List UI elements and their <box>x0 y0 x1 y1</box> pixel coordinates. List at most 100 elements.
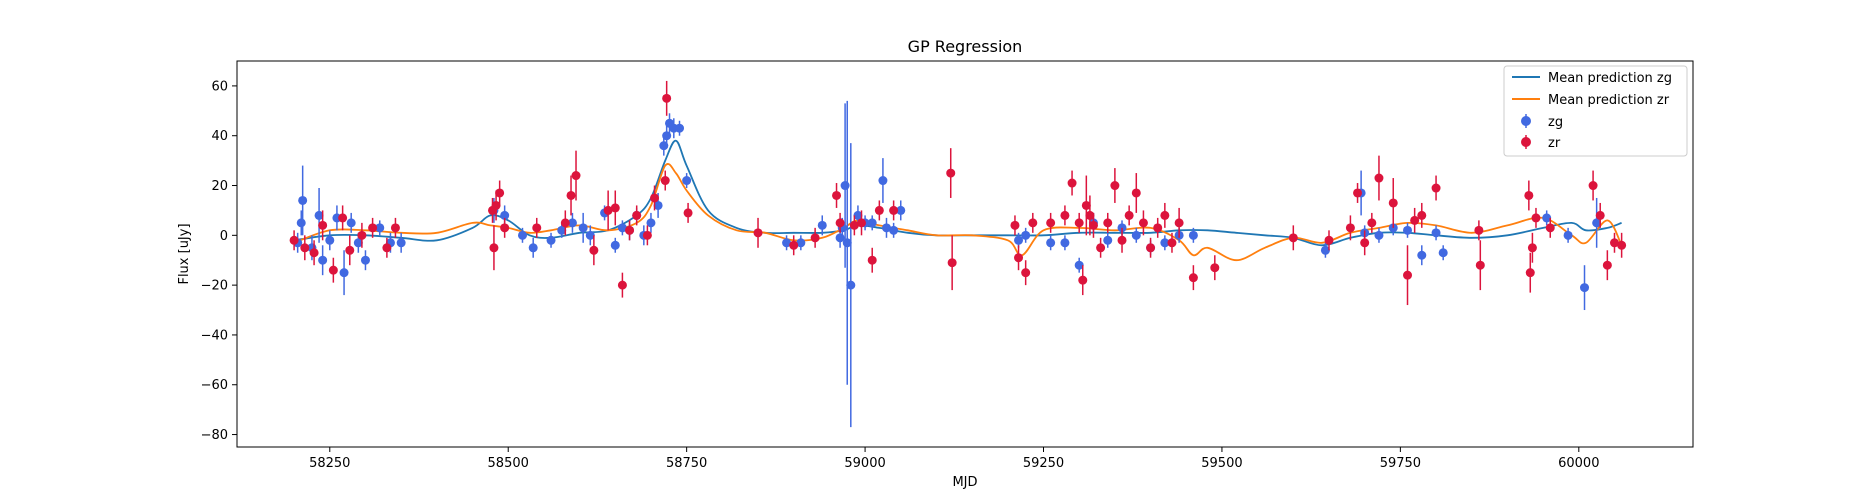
data-point-zg <box>396 232 406 253</box>
data-point-zg <box>339 250 349 296</box>
data-point-zr <box>368 217 378 238</box>
data-point-zr <box>1110 168 1120 203</box>
data-point-zr <box>1531 207 1541 228</box>
data-point-zg <box>314 188 324 243</box>
marker-zg <box>675 123 685 133</box>
marker-zr <box>1374 173 1384 183</box>
marker-zg <box>396 238 406 248</box>
data-point-zr <box>1403 245 1413 306</box>
data-point-zg <box>546 232 556 248</box>
data-point-zr <box>1088 212 1098 238</box>
data-point-zr <box>382 237 392 258</box>
data-point-zg <box>1542 210 1552 226</box>
data-point-zr <box>1153 217 1163 238</box>
marker-zr <box>1353 188 1363 198</box>
marker-zg <box>817 220 827 230</box>
y-tick-label: 0 <box>220 229 228 244</box>
data-point-zg <box>842 100 852 385</box>
marker-zr <box>1103 218 1113 228</box>
y-tick-label: −20 <box>201 279 228 294</box>
data-point-zr <box>345 235 355 266</box>
y-tick-label: −40 <box>201 328 228 343</box>
data-point-zr <box>1078 265 1088 296</box>
data-point-zr <box>1410 207 1420 233</box>
x-axis-label: MJD <box>952 475 977 490</box>
data-point-zr <box>328 257 338 283</box>
marker-zr <box>1138 218 1148 228</box>
y-tick-label: −80 <box>201 428 228 443</box>
data-point-zr <box>683 202 693 223</box>
marker-zr <box>683 208 693 218</box>
data-point-zr <box>1345 215 1355 241</box>
marker-zr <box>318 220 328 230</box>
marker-zr <box>603 205 613 215</box>
marker-zr <box>338 213 348 223</box>
marker-zr <box>1174 218 1184 228</box>
data-point-zr <box>1475 240 1485 291</box>
data-point-zr <box>309 240 319 266</box>
marker-zg <box>1103 235 1113 245</box>
marker-zg <box>682 176 692 186</box>
marker-zr <box>857 218 867 228</box>
data-point-zr <box>1609 232 1619 253</box>
marker-zg <box>1542 213 1552 223</box>
data-point-zg <box>1188 227 1198 243</box>
marker-zr <box>1096 243 1106 253</box>
marker-zg <box>346 218 356 228</box>
data-point-zg <box>881 217 891 238</box>
marker-zr <box>1609 238 1619 248</box>
data-point-zr <box>566 175 576 216</box>
data-point-zr <box>867 247 877 273</box>
marker-zr <box>1088 220 1098 230</box>
data-point-zr <box>489 225 499 271</box>
marker-zr <box>1153 223 1163 233</box>
data-point-zr <box>1388 178 1398 228</box>
marker-zg <box>889 225 899 235</box>
data-point-zg <box>896 200 906 221</box>
marker-zr <box>642 230 652 240</box>
chart-title: GP Regression <box>908 37 1023 56</box>
marker-zr <box>1117 235 1127 245</box>
x-tick-label: 59000 <box>844 456 885 471</box>
marker-zg <box>339 268 349 278</box>
data-point-zg <box>1403 222 1413 238</box>
legend-swatch-zr-points <box>1521 135 1531 149</box>
marker-zg <box>846 280 856 290</box>
data-point-zr <box>1527 232 1537 263</box>
marker-zg <box>896 205 906 215</box>
marker-zr <box>610 203 620 213</box>
marker-zg <box>296 218 306 228</box>
marker-zr <box>1345 223 1355 233</box>
points-layer <box>289 80 1627 428</box>
data-point-zr <box>1096 237 1106 258</box>
marker-zr <box>495 188 505 198</box>
data-point-zr <box>1431 175 1441 201</box>
marker-zr <box>532 223 542 233</box>
marker-zr <box>1078 275 1088 285</box>
marker-zr <box>946 168 956 178</box>
marker-zr <box>571 171 581 181</box>
marker-zr <box>566 190 576 200</box>
data-point-zg <box>1431 225 1441 241</box>
data-point-zr <box>1117 227 1127 253</box>
marker-zr <box>662 93 672 103</box>
data-point-zg <box>346 212 356 233</box>
data-point-zr <box>1602 250 1612 281</box>
data-point-zr <box>1210 255 1220 281</box>
marker-zg <box>585 230 595 240</box>
marker-zr <box>1110 181 1120 191</box>
data-point-zr <box>1545 217 1555 238</box>
marker-zr <box>489 243 499 253</box>
marker-zg <box>1021 230 1031 240</box>
marker-zr <box>1074 218 1084 228</box>
marker-zg <box>1403 225 1413 235</box>
marker-zg <box>1060 238 1070 248</box>
x-tick-label: 58500 <box>488 456 529 471</box>
data-point-zr <box>1367 212 1377 233</box>
data-point-zr <box>1103 212 1113 233</box>
data-point-zg <box>585 225 595 246</box>
y-tick-label: 20 <box>211 179 228 194</box>
marker-zr <box>1146 243 1156 253</box>
data-point-zr <box>1010 215 1020 236</box>
marker-zg <box>318 255 328 265</box>
